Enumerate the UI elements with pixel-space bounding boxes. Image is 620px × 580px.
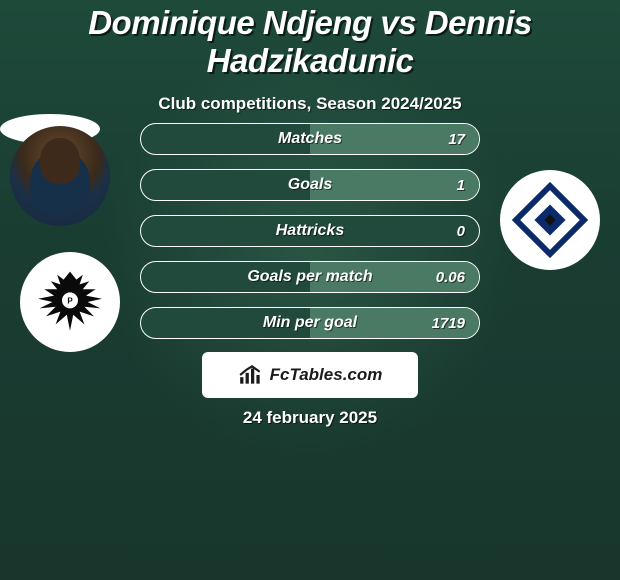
stat-label: Goals per match bbox=[141, 262, 479, 292]
stat-value-right: 17 bbox=[448, 124, 465, 154]
brand-link[interactable]: FcTables.com bbox=[202, 352, 418, 398]
stat-row-hattricks: Hattricks 0 bbox=[140, 215, 480, 247]
diamond-icon bbox=[512, 182, 588, 258]
stat-label: Goals bbox=[141, 170, 479, 200]
player-left-avatar bbox=[10, 126, 110, 226]
eagle-icon: P bbox=[30, 262, 110, 342]
stat-label: Min per goal bbox=[141, 308, 479, 338]
stat-value-right: 1719 bbox=[432, 308, 465, 338]
club-right-badge bbox=[500, 170, 600, 270]
stat-row-gpm: Goals per match 0.06 bbox=[140, 261, 480, 293]
chart-icon bbox=[238, 364, 264, 386]
subtitle: Club competitions, Season 2024/2025 bbox=[0, 94, 620, 114]
stat-row-matches: Matches 17 bbox=[140, 123, 480, 155]
stat-value-right: 0.06 bbox=[436, 262, 465, 292]
stats-column: Matches 17 Goals 1 Hattricks 0 Goals per… bbox=[140, 123, 480, 353]
page-title: Dominique Ndjeng vs Dennis Hadzikadunic bbox=[0, 4, 620, 80]
stat-row-goals: Goals 1 bbox=[140, 169, 480, 201]
date-text: 24 february 2025 bbox=[0, 408, 620, 428]
stat-label: Hattricks bbox=[141, 216, 479, 246]
card: Dominique Ndjeng vs Dennis Hadzikadunic … bbox=[0, 0, 620, 144]
stat-value-right: 1 bbox=[457, 170, 465, 200]
stat-value-right: 0 bbox=[457, 216, 465, 246]
club-left-badge: P bbox=[20, 252, 120, 352]
svg-text:P: P bbox=[67, 297, 73, 306]
stat-row-mpg: Min per goal 1719 bbox=[140, 307, 480, 339]
stat-label: Matches bbox=[141, 124, 479, 154]
brand-text: FcTables.com bbox=[270, 365, 383, 385]
